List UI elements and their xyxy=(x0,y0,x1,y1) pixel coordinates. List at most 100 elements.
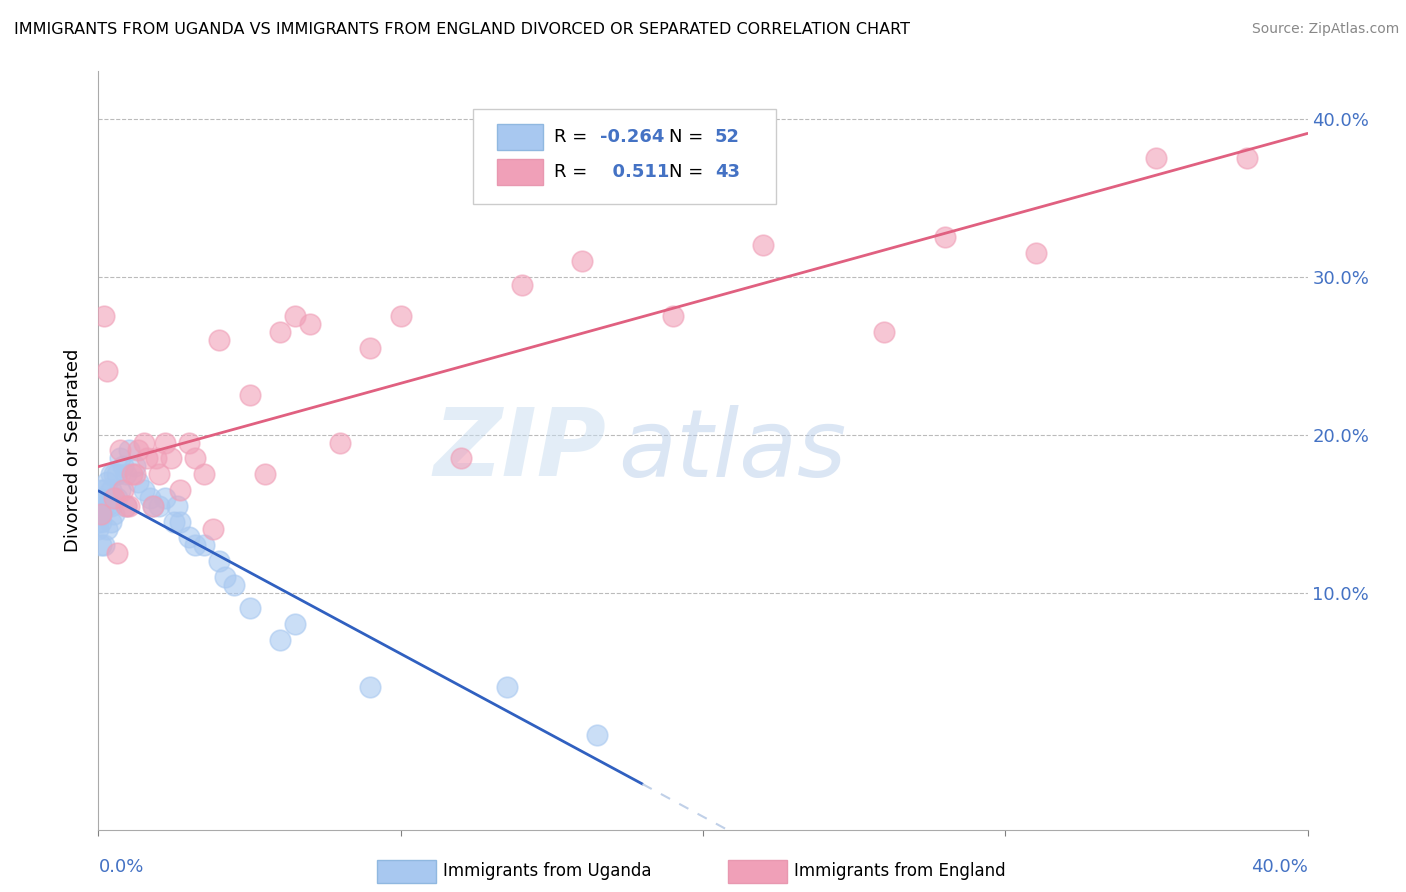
Point xyxy=(96,475,118,489)
Point xyxy=(184,538,207,552)
Y-axis label: Divorced or Separated: Divorced or Separated xyxy=(65,349,83,552)
Point xyxy=(224,578,246,592)
Point xyxy=(269,325,291,339)
Point xyxy=(752,238,775,252)
Point xyxy=(93,483,115,497)
Point xyxy=(208,554,231,568)
Point xyxy=(1236,151,1258,165)
Point xyxy=(160,451,183,466)
Point xyxy=(142,499,165,513)
Point xyxy=(127,443,149,458)
Point xyxy=(163,515,186,529)
Text: R =: R = xyxy=(554,163,593,181)
Point xyxy=(105,546,128,560)
Point xyxy=(1144,151,1167,165)
Point xyxy=(148,467,170,482)
Text: 43: 43 xyxy=(716,163,740,181)
Point xyxy=(103,507,125,521)
Text: N =: N = xyxy=(669,163,709,181)
Point xyxy=(90,507,112,521)
Point xyxy=(145,451,167,466)
Point xyxy=(193,538,215,552)
Point xyxy=(299,317,322,331)
Point xyxy=(90,483,112,497)
Point xyxy=(360,681,382,695)
Text: N =: N = xyxy=(669,128,709,146)
Point xyxy=(127,475,149,489)
Point xyxy=(208,333,231,347)
Point xyxy=(87,499,110,513)
Text: ZIP: ZIP xyxy=(433,404,606,497)
Point xyxy=(100,515,122,529)
Point xyxy=(239,388,262,402)
Point xyxy=(118,443,141,458)
Text: Immigrants from England: Immigrants from England xyxy=(794,863,1007,880)
Point xyxy=(87,515,110,529)
Point xyxy=(139,491,162,505)
Text: 0.0%: 0.0% xyxy=(98,858,143,876)
Point xyxy=(93,499,115,513)
Point xyxy=(184,451,207,466)
Point xyxy=(108,443,131,458)
Point xyxy=(118,499,141,513)
Point xyxy=(103,467,125,482)
Point xyxy=(495,681,517,695)
Point xyxy=(179,435,201,450)
FancyBboxPatch shape xyxy=(474,110,776,204)
Point xyxy=(214,570,236,584)
Text: Immigrants from Uganda: Immigrants from Uganda xyxy=(443,863,651,880)
Point xyxy=(108,483,131,497)
Point xyxy=(114,499,136,513)
Point xyxy=(100,483,122,497)
Point xyxy=(193,467,215,482)
Point xyxy=(105,467,128,482)
Point xyxy=(284,617,307,632)
Point xyxy=(284,309,307,323)
Point xyxy=(124,459,146,474)
Point xyxy=(586,728,609,742)
Point xyxy=(132,483,155,497)
Point xyxy=(100,499,122,513)
Point xyxy=(108,451,131,466)
Point xyxy=(450,451,472,466)
Text: -0.264: -0.264 xyxy=(600,128,665,146)
Point xyxy=(169,515,191,529)
Point xyxy=(253,467,276,482)
Point xyxy=(329,435,352,450)
Text: Source: ZipAtlas.com: Source: ZipAtlas.com xyxy=(1251,22,1399,37)
Point xyxy=(111,459,134,474)
Point xyxy=(103,491,125,505)
Text: atlas: atlas xyxy=(619,405,846,496)
Point xyxy=(90,538,112,552)
Text: R =: R = xyxy=(554,128,593,146)
Point xyxy=(105,491,128,505)
Point xyxy=(96,499,118,513)
FancyBboxPatch shape xyxy=(498,125,543,150)
Point xyxy=(239,601,262,615)
Point xyxy=(93,309,115,323)
Point xyxy=(121,467,143,482)
Point xyxy=(114,467,136,482)
Point xyxy=(111,483,134,497)
Point xyxy=(96,523,118,537)
Point xyxy=(93,538,115,552)
Text: 0.511: 0.511 xyxy=(600,163,669,181)
Point xyxy=(100,467,122,482)
Point xyxy=(87,523,110,537)
Point xyxy=(153,491,176,505)
Point xyxy=(153,435,176,450)
Point xyxy=(124,467,146,482)
Point xyxy=(179,530,201,544)
Point xyxy=(1024,246,1046,260)
Point xyxy=(103,491,125,505)
Point xyxy=(873,325,896,339)
Point xyxy=(202,523,225,537)
Point xyxy=(114,499,136,513)
Point xyxy=(96,364,118,378)
Point xyxy=(571,254,593,268)
Text: 52: 52 xyxy=(716,128,740,146)
Point xyxy=(90,499,112,513)
Point xyxy=(510,277,533,292)
Point xyxy=(661,309,683,323)
Text: IMMIGRANTS FROM UGANDA VS IMMIGRANTS FROM ENGLAND DIVORCED OR SEPARATED CORRELAT: IMMIGRANTS FROM UGANDA VS IMMIGRANTS FRO… xyxy=(14,22,910,37)
